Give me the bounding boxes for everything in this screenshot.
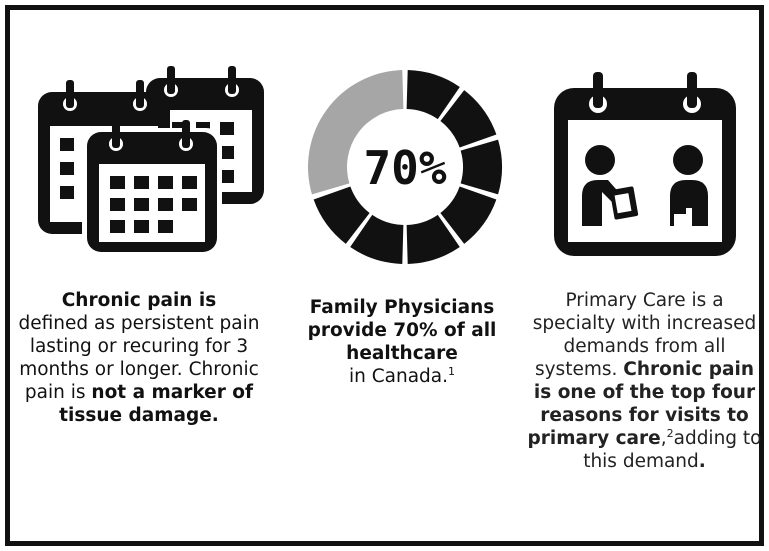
ring-segment-filled — [406, 70, 460, 120]
primary-care-text: Primary Care is a specialty with increas… — [527, 289, 762, 473]
ring-segment-filled — [440, 186, 497, 244]
ring-segment-remaining — [308, 70, 404, 195]
definition-bold-lead: Chronic pain is — [61, 290, 217, 311]
definition-body: defined as persistent pain lasting or re… — [18, 313, 260, 403]
physicians-bold-lead: Family Physicians provide 70% of all hea… — [307, 297, 497, 364]
percentage-ring-icon: 70% — [308, 70, 502, 264]
ring-segments — [308, 70, 502, 264]
calendar-doctor-patient-icon — [554, 72, 736, 256]
ring-segment-filled — [460, 139, 502, 195]
calendar-front — [82, 120, 222, 256]
patient-figure — [670, 145, 708, 226]
ring-segment-filled — [350, 214, 404, 264]
calendars-stack-icon — [38, 66, 264, 256]
ring-segment-filled — [440, 90, 497, 148]
ring-segment-filled — [406, 214, 460, 264]
primary-care-comma: , — [660, 428, 667, 449]
footnote-2: 2 — [666, 426, 674, 440]
primary-care-period: . — [698, 451, 706, 472]
ring-segment-filled — [313, 186, 370, 244]
primary-care-body: Primary Care is a specialty with increas… — [532, 290, 757, 380]
chronic-pain-definition-text: Chronic pain is defined as persistent pa… — [18, 289, 260, 427]
footnote-1: 1 — [448, 364, 456, 378]
definition-bold-end: not a marker of tissue damage. — [59, 382, 254, 426]
primary-care-bold: Chronic pain is one of the top four reas… — [527, 359, 756, 449]
ring-percent-label: 70% — [363, 141, 446, 195]
physicians-body: in Canada. — [348, 366, 449, 387]
family-physicians-text: Family Physicians provide 70% of all hea… — [290, 296, 514, 388]
doctor-figure — [582, 145, 639, 226]
primary-care-tail: adding to this demand — [583, 428, 762, 472]
